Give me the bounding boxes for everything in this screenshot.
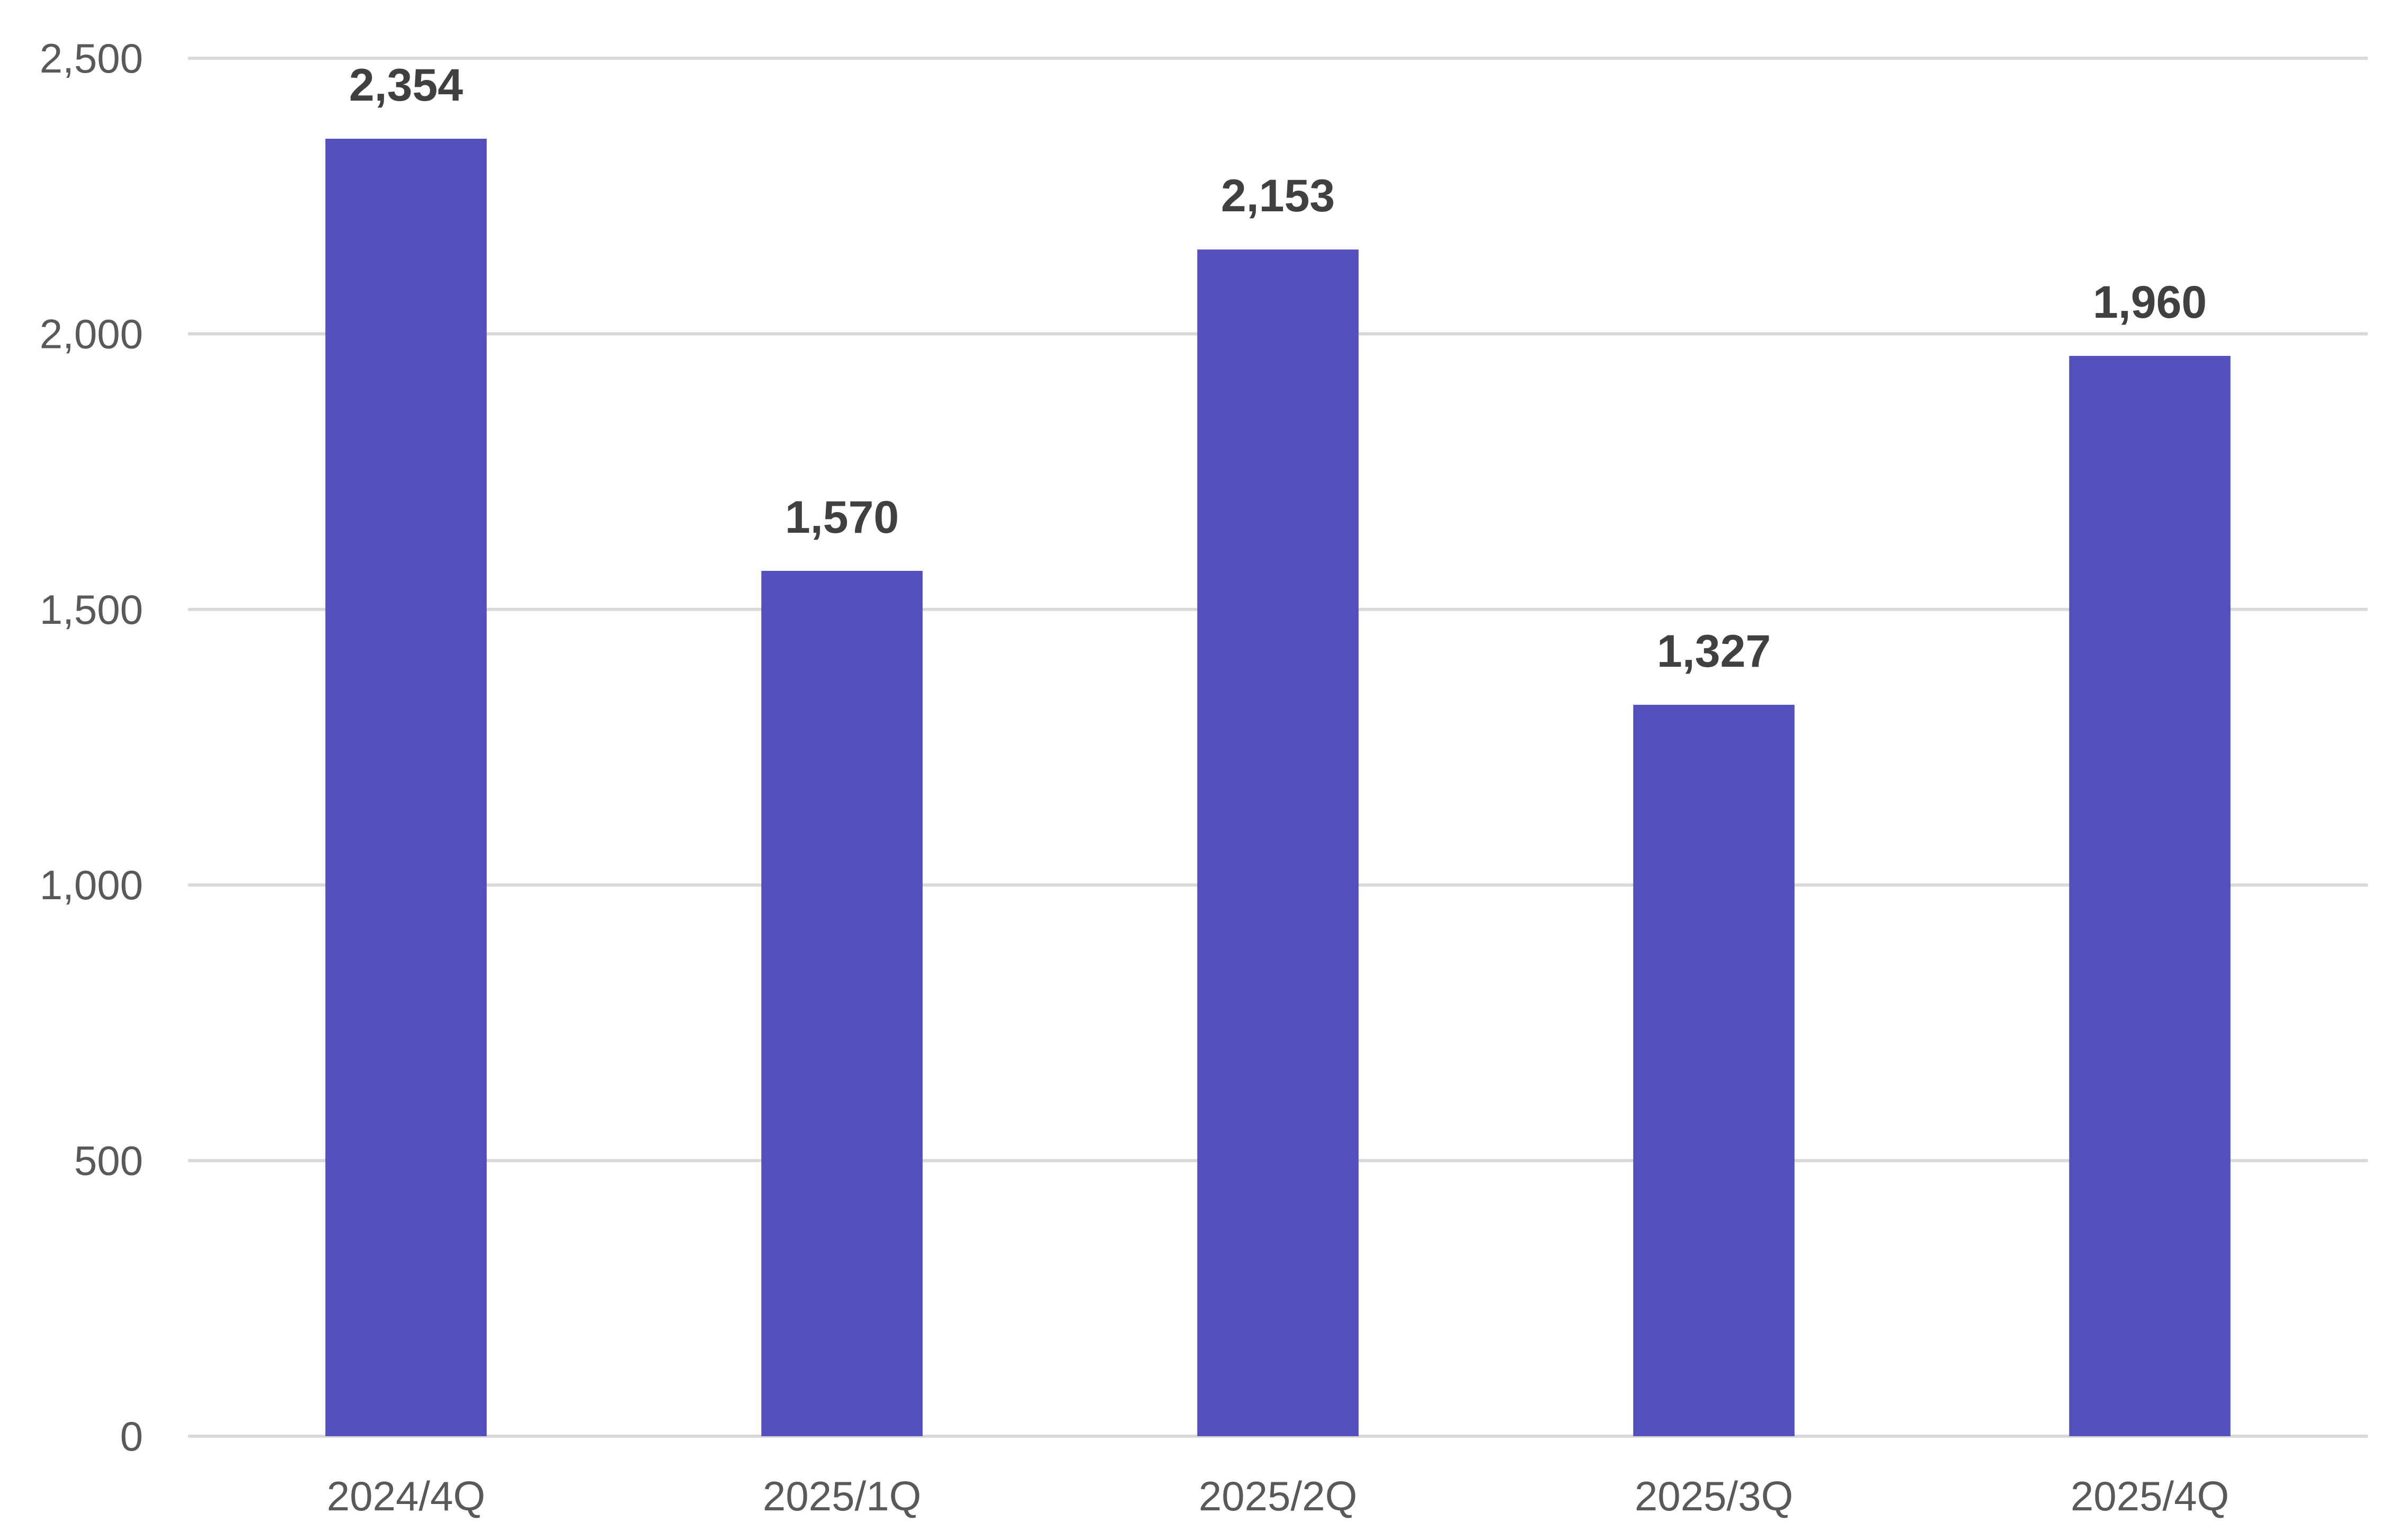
x-tick-label: 2025/1Q [763,1473,921,1519]
label-layer: 2,354 1,570 2,153 1,327 1,960 [349,60,2207,677]
x-tick-label: 2025/3Q [1635,1473,1793,1519]
y-tick-label: 0 [120,1413,143,1460]
data-label: 2,354 [349,60,463,111]
bar [1197,249,1359,1436]
y-tick-label: 1,000 [40,862,143,908]
data-label: 2,153 [1221,171,1335,221]
bar [325,138,487,1436]
data-label: 1,570 [785,492,899,543]
y-axis: 0 500 1,000 1,500 2,000 2,500 [40,35,143,1460]
data-label: 1,960 [2093,277,2207,328]
x-axis: 2024/4Q 2025/1Q 2025/2Q 2025/3Q 2025/4Q [327,1473,2229,1519]
y-tick-label: 2,000 [40,310,143,357]
x-tick-label: 2025/4Q [2071,1473,2229,1519]
y-tick-label: 2,500 [40,35,143,82]
bar-layer [325,138,2231,1436]
x-tick-label: 2024/4Q [327,1473,485,1519]
bar [2069,356,2231,1436]
bar [761,570,923,1436]
bar [1633,704,1795,1436]
x-tick-label: 2025/2Q [1199,1473,1357,1519]
y-tick-label: 500 [74,1138,143,1184]
data-label: 1,327 [1657,626,1771,677]
y-tick-label: 1,500 [40,586,143,633]
